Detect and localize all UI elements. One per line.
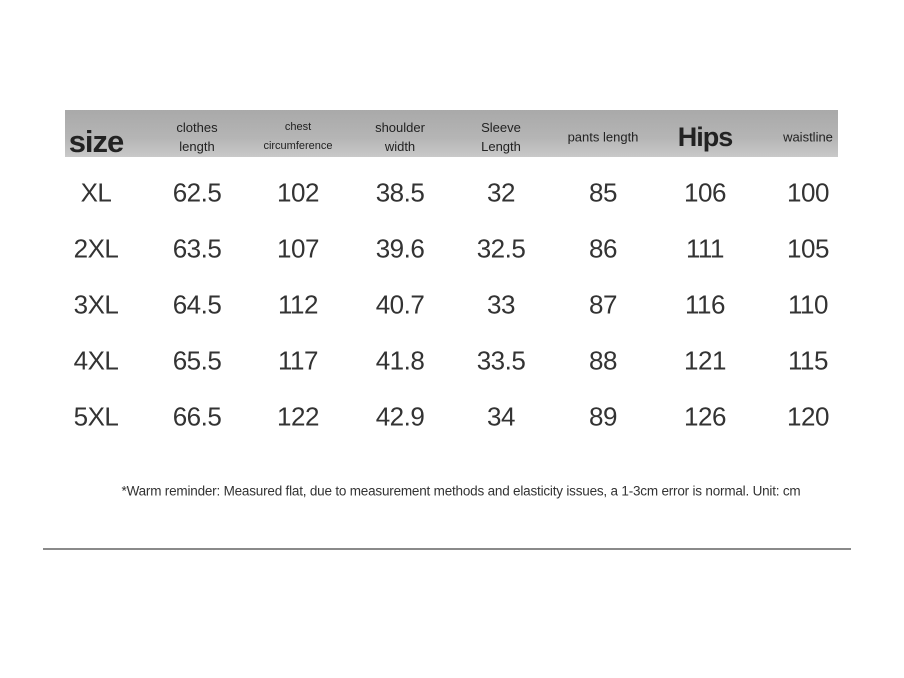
table-cell: 66.5	[172, 401, 222, 432]
table-cell: 116	[685, 289, 725, 320]
table-cell: 102	[277, 177, 319, 208]
table-cell: XL	[80, 177, 112, 208]
table-cell: 34	[487, 401, 515, 432]
table-cell: 32	[487, 177, 515, 208]
table-cell: 62.5	[172, 177, 222, 208]
note: *Warm reminder: Measured flat, due to me…	[121, 483, 801, 499]
table-cell: 105	[787, 233, 829, 264]
table-cell: 65.5	[172, 345, 222, 376]
table-cell: 88	[589, 345, 617, 376]
table-cell: 32.5	[476, 233, 526, 264]
table-cell: 87	[589, 289, 617, 320]
table-cell: 107	[277, 233, 319, 264]
header-band	[65, 110, 838, 157]
table-cell: 120	[787, 401, 829, 432]
header-text: clothes	[176, 120, 218, 135]
header-text: Length	[481, 139, 521, 154]
header-cell: waistline	[758, 128, 858, 147]
header-text: Hips	[677, 122, 734, 152]
table-cell: 33.5	[476, 345, 526, 376]
header-text: shoulder	[375, 120, 425, 135]
table-cell: 42.9	[375, 401, 425, 432]
table-cell: 40.7	[375, 289, 425, 320]
header-text: waistline	[783, 129, 833, 145]
table-cell: 33	[487, 289, 515, 320]
divider	[43, 548, 851, 550]
table-cell: 5XL	[73, 401, 119, 432]
header-text: size	[68, 124, 125, 159]
table-cell: 111	[685, 233, 725, 264]
header-cell: Sleeve Length	[451, 118, 551, 156]
header-cell: shoulder width	[350, 118, 450, 156]
table-cell: 110	[788, 289, 828, 320]
table-cell: 38.5	[375, 177, 425, 208]
header-text: Sleeve	[481, 120, 521, 135]
table-cell: 117	[278, 345, 318, 376]
header-cell: Hips	[655, 122, 755, 152]
table-cell: 63.5	[172, 233, 222, 264]
table-cell: 112	[278, 289, 318, 320]
header-text: width	[384, 139, 416, 154]
table-cell: 106	[684, 177, 726, 208]
table-cell: 86	[589, 233, 617, 264]
header-cell: pants length	[553, 128, 653, 147]
table-cell: 64.5	[172, 289, 222, 320]
table-cell: 126	[684, 401, 726, 432]
table-cell: 41.8	[375, 345, 425, 376]
table-cell: 89	[589, 401, 617, 432]
table-cell: 100	[787, 177, 829, 208]
table-cell: 115	[788, 345, 828, 376]
header-text: length	[179, 139, 215, 154]
header-text: circumference	[263, 140, 333, 152]
table-cell: 2XL	[73, 233, 119, 264]
table-cell: 121	[684, 345, 726, 376]
table-cell: 122	[277, 401, 319, 432]
header-cell: clothes length	[147, 118, 247, 156]
table-cell: 39.6	[375, 233, 425, 264]
header-cell: chest circumference	[248, 118, 348, 156]
table-cell: 85	[589, 177, 617, 208]
table-cell: 3XL	[73, 289, 119, 320]
header-cell: size	[46, 125, 146, 159]
table-cell: 4XL	[73, 345, 119, 376]
header-text: chest	[284, 121, 312, 133]
header-text: pants length	[567, 129, 639, 145]
